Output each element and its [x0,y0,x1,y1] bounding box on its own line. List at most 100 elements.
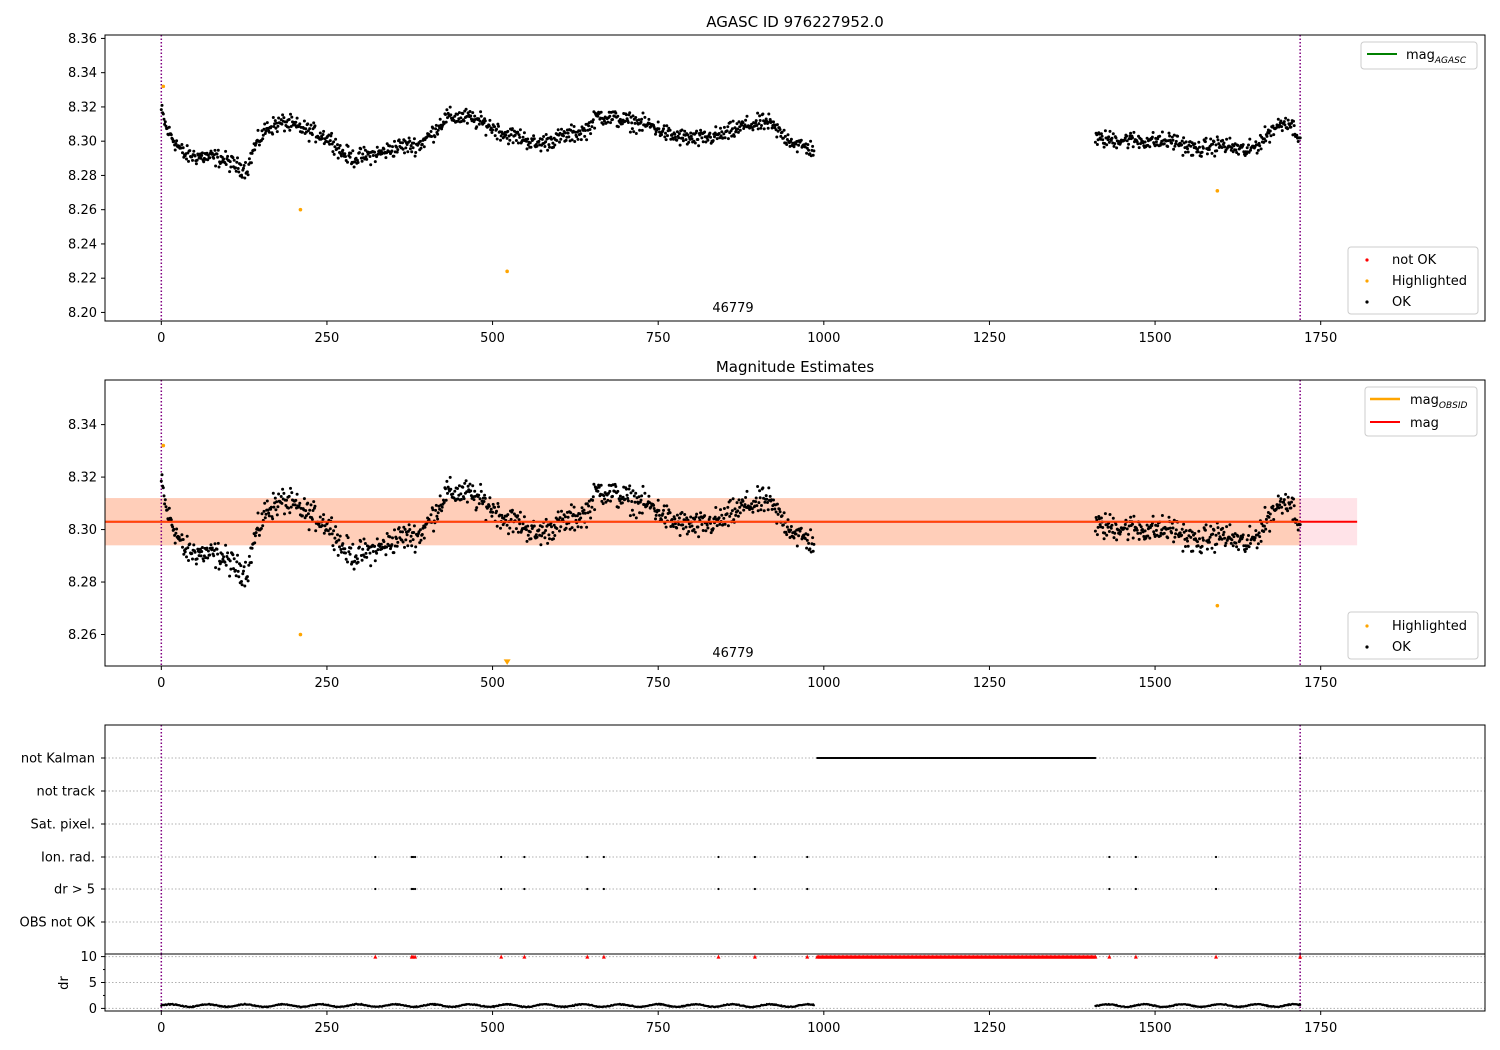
top-ok-point [684,138,688,142]
mid-ok-point [436,517,440,521]
top-ok-point [200,154,204,157]
mid-ok-point [1186,539,1189,543]
mid-ok-point [573,528,577,532]
mid-ok-point [1256,542,1260,546]
top-ok-point [1093,140,1097,144]
mid-ok-point [182,552,186,556]
top-ok-point [312,121,316,125]
top-ok-point [396,148,400,152]
top-ok-point [1189,144,1193,148]
top-ok-point [495,137,499,141]
top-ok-point [273,119,277,123]
dr-clipped-marker [601,954,606,959]
mid-ok-point [568,527,572,531]
top-ok-point [272,125,276,128]
mid-ok-point [222,555,226,559]
mid-ok-point [442,498,445,502]
top-ok-point [521,135,525,139]
top-ok-point [289,112,292,116]
top-ok-point [660,133,663,137]
mid-ok-point [287,506,290,510]
top-ok-point [410,150,414,154]
top-highlighted-point [298,207,303,212]
top-ok-point [448,105,452,109]
mid-ok-point [1220,537,1224,541]
mid-ok-point [671,525,675,528]
mid-ok-point [302,497,306,501]
mid-ok-point [306,501,310,505]
mid-ok-point [785,525,789,529]
top-ok-point [1184,150,1187,154]
top-ok-point [633,121,637,125]
mid-ok-point [681,523,685,527]
mid-ok-point [695,512,699,516]
top-ok-point [1211,142,1215,146]
top-ok-point [181,146,185,150]
top-ok-point [431,126,435,130]
top-ok-point [799,138,803,142]
mid-highlighted-point [1215,603,1220,608]
top-ok-point [731,119,735,123]
top-legend-points-box [1347,246,1479,315]
top-ok-point [356,161,360,164]
top-ok-point [236,156,239,160]
mid-ok-point [723,522,727,526]
top-ok-point [320,137,324,140]
top-ok-point [537,139,541,143]
top-ok-point [408,147,412,151]
mid-ok-point [259,527,263,530]
mid-ok-point [1249,542,1252,545]
mid-ok-point [1221,526,1225,530]
mid-ok-point [751,510,755,514]
mid-ok-point [756,485,760,488]
top-ok-point [468,110,472,113]
mid-ok-point [569,503,573,507]
mid-ok-point [236,553,239,557]
mid-ok-point [630,508,634,512]
dr-gt5-point [374,887,377,891]
mid-xtick-label: 750 [646,676,671,691]
dr-gt5-point [1108,887,1111,891]
mid-xtick-label: 500 [480,676,505,691]
top-ok-point [662,127,665,131]
dr-xtick-label: 250 [315,1021,340,1036]
top-ok-point [504,133,508,137]
mid-ok-point [1131,522,1134,526]
top-vlines [160,35,1301,321]
mid-ok-point [232,557,236,561]
dr-gt5-point [413,887,417,891]
top-ok-point [1102,145,1106,149]
top-ok-point [576,137,580,141]
mid-ok-point [465,500,469,504]
mid-ok-point [475,506,479,510]
top-ok-point [224,149,228,153]
mid-ok-point [625,493,629,497]
mid-ok-point [382,540,386,544]
top-ok-point [412,137,416,141]
mid-ok-point [165,508,169,512]
top-ok-point [346,160,349,164]
mid-points [159,473,1302,588]
mid-ok-point [592,482,596,486]
mid-ok-point [741,499,745,503]
mid-ok-point [267,511,271,515]
top-ok-point [471,111,475,115]
mid-ok-point [414,545,418,549]
top-ok-point [430,135,434,138]
mid-ok-point [348,552,352,556]
mid-ok-point [341,542,345,546]
mid-ok-point [719,508,722,512]
top-ok-point [242,166,245,170]
top-ok-point [1204,136,1208,140]
top-ok-point [713,135,716,139]
top-ok-point [1114,136,1118,140]
top-ok-point [1172,133,1176,137]
mid-ok-point [322,531,326,535]
mid-ok-point [758,496,762,500]
mid-ok-point [589,516,593,520]
mid-ok-point [479,489,483,493]
top-ok-point [673,135,677,139]
mid-ok-point [572,505,576,509]
top-ok-point [444,113,447,116]
mid-ok-point [403,527,407,531]
